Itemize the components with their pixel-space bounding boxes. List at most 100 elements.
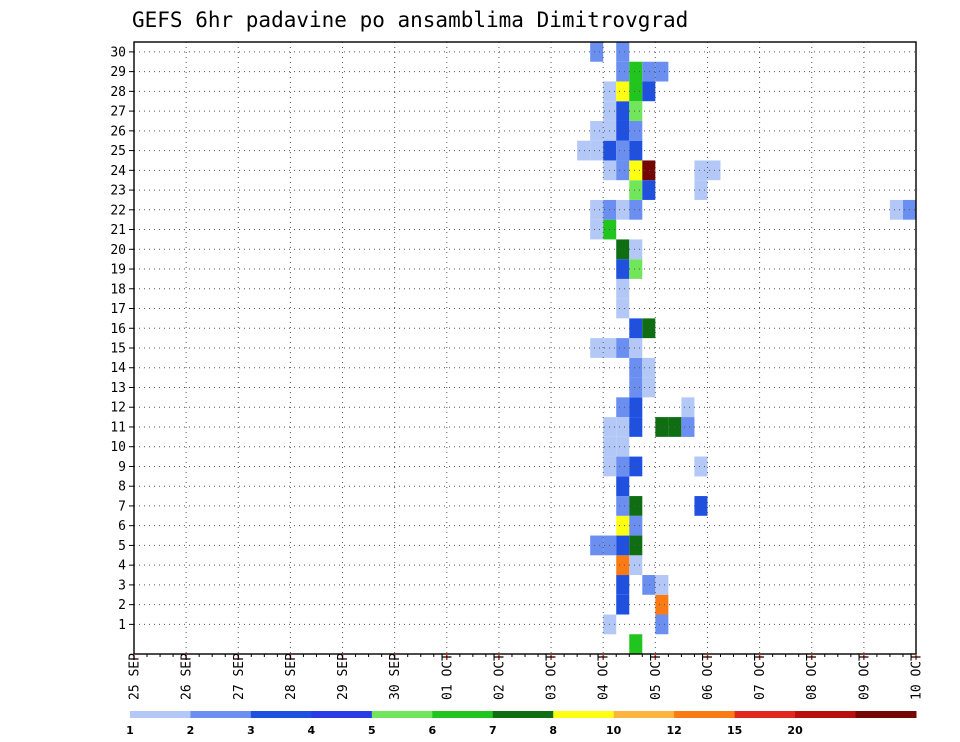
precip-cell-110 — [707, 160, 721, 181]
ytick-label-1: 1 — [118, 618, 126, 633]
ytick-label-12: 12 — [110, 401, 126, 416]
precip-cell-81 — [590, 42, 604, 62]
precip-cell-78 — [629, 61, 643, 82]
precip-cell-32 — [629, 397, 643, 418]
precip-cell-68 — [616, 120, 630, 141]
xtick-label-0: 25 SEP — [128, 653, 143, 700]
precip-cell-41 — [629, 318, 643, 339]
precip-cell-16 — [629, 496, 643, 516]
precip-cell-14 — [629, 515, 643, 536]
precip-cell-37 — [590, 338, 604, 358]
colorbar-label-9: 12 — [666, 724, 681, 737]
xtick-label-11: 06 OCT — [701, 653, 716, 700]
xtick-label-2: 27 SEP — [232, 653, 247, 700]
ytick-label-25: 25 — [110, 144, 126, 159]
precip-cell-46 — [629, 259, 643, 279]
colorbar-label-10: 15 — [727, 724, 742, 737]
colorbar-swatch-1 — [190, 711, 252, 718]
precip-cell-24 — [616, 436, 630, 457]
colorbar-label-1: 2 — [187, 724, 195, 737]
precip-cell-31 — [616, 397, 630, 418]
grid-lines — [134, 42, 916, 654]
ytick-label-6: 6 — [118, 519, 126, 534]
precip-cell-47 — [616, 239, 630, 260]
ytick-label-23: 23 — [110, 184, 126, 199]
precip-cell-77 — [616, 61, 630, 82]
precip-cell-9 — [590, 535, 604, 556]
precip-cell-69 — [629, 120, 643, 141]
precip-cell-62 — [590, 140, 604, 161]
precipitation-cells — [577, 42, 916, 654]
colorbar-label-0: 1 — [126, 724, 134, 737]
precip-cell-55 — [629, 180, 643, 200]
ytick-label-4: 4 — [118, 559, 126, 574]
precip-cell-192 — [629, 634, 643, 654]
precip-cell-58 — [616, 160, 630, 181]
ytick-label-3: 3 — [118, 578, 126, 593]
ytick-label-9: 9 — [118, 460, 126, 475]
precip-cell-7 — [616, 555, 630, 576]
colorbar-swatch-4 — [371, 711, 433, 718]
colorbar-swatch-10 — [734, 711, 796, 718]
ytick-label-11: 11 — [110, 420, 126, 435]
ytick-label-28: 28 — [110, 85, 126, 100]
ytick-label-15: 15 — [110, 342, 126, 357]
precip-cell-87 — [681, 417, 695, 437]
precip-cell-21 — [629, 456, 643, 477]
precip-cell-28 — [655, 417, 669, 437]
ytick-label-18: 18 — [110, 282, 126, 297]
precip-cell-59 — [629, 160, 643, 181]
chart-title: GEFS 6hr padavine po ansamblima Dimitrov… — [132, 8, 688, 32]
colorbar-label-4: 5 — [368, 724, 376, 737]
y-axis: 1234567891011121314151617181920212223242… — [110, 45, 134, 633]
precip-cell-72 — [629, 101, 643, 121]
precip-cell-76 — [642, 81, 656, 102]
precip-cell-61 — [577, 140, 591, 161]
precip-cell-15 — [616, 496, 630, 516]
xtick-label-8: 03 OCT — [545, 653, 560, 700]
precip-cell-56 — [642, 180, 656, 200]
precip-cell-108 — [694, 180, 708, 200]
colorbar-label-2: 3 — [247, 724, 255, 737]
xtick-label-3: 28 SEP — [284, 653, 299, 700]
precip-cell-39 — [616, 338, 630, 358]
precip-cell-43 — [616, 298, 630, 319]
precip-cell-44 — [616, 278, 630, 299]
precip-cell-66 — [590, 120, 604, 141]
precip-cell-27 — [629, 417, 643, 437]
precip-cell-4 — [616, 575, 630, 595]
ytick-label-22: 22 — [110, 203, 126, 218]
colorbar-label-7: 8 — [549, 724, 557, 737]
colorbar-swatch-2 — [250, 711, 312, 718]
precip-cell-48 — [629, 239, 643, 260]
colorbar-label-8: 10 — [606, 724, 622, 737]
colorbar-swatch-12 — [855, 711, 917, 718]
xtick-label-5: 30 SEP — [388, 653, 403, 700]
precip-cell-20 — [616, 456, 630, 477]
colorbar-swatch-7 — [553, 711, 615, 718]
precip-cell-18 — [616, 476, 630, 497]
colorbar-swatch-3 — [311, 711, 373, 718]
colorbar-swatch-11 — [795, 711, 857, 718]
xtick-label-13: 08 OCT — [805, 653, 820, 700]
ytick-label-27: 27 — [110, 105, 126, 120]
xtick-label-4: 29 SEP — [336, 653, 351, 700]
xtick-label-7: 02 OCT — [492, 653, 507, 700]
xtick-label-9: 04 OCT — [597, 653, 612, 700]
precip-cell-79 — [642, 61, 656, 82]
precip-cell-2 — [616, 594, 630, 615]
precip-cell-12 — [629, 535, 643, 556]
precip-cell-109 — [694, 160, 708, 181]
xtick-label-10: 05 OCT — [649, 653, 664, 700]
precip-cell-1 — [655, 614, 669, 635]
xtick-label-12: 07 OCT — [753, 653, 768, 700]
ytick-label-14: 14 — [110, 361, 126, 376]
precip-cell-51 — [590, 199, 604, 220]
precip-cell-113 — [681, 397, 695, 418]
precip-cell-64 — [616, 140, 630, 161]
precip-cell-65 — [629, 140, 643, 161]
ytick-label-17: 17 — [110, 302, 126, 317]
precip-cell-80 — [655, 61, 669, 82]
precip-cell-6 — [655, 575, 669, 595]
